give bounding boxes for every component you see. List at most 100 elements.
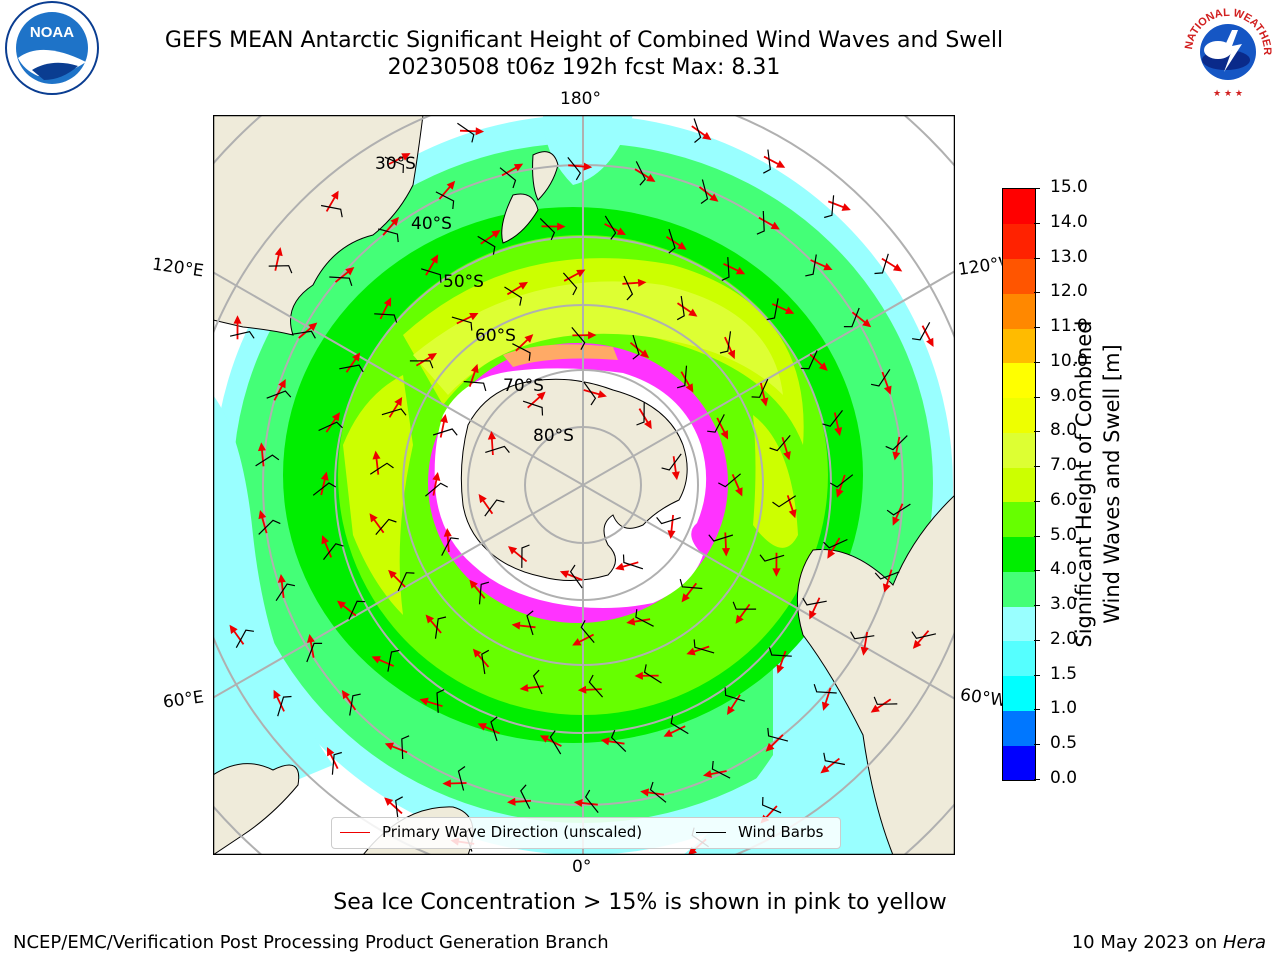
polar-map[interactable]: 30°S 40°S 50°S 60°S 70°S 80°S Primary Wa…	[212, 114, 956, 856]
colorbar-segment	[1003, 293, 1035, 329]
colorbar-segment	[1003, 467, 1035, 503]
wave-arrow-head	[882, 583, 891, 593]
sea-ice-note: Sea Ice Concentration > 15% is shown in …	[333, 890, 947, 915]
wave-arrow-head	[472, 648, 482, 658]
colorbar-tick-label: 8.0	[1050, 420, 1078, 441]
map-legend: Primary Wave Direction (unscaled) Wind B…	[331, 817, 841, 849]
wave-arrow-head	[834, 427, 843, 437]
wind-barb	[805, 254, 817, 277]
colorbar-segment	[1003, 328, 1035, 364]
lat-label-30s: 30°S	[375, 154, 416, 174]
lat-label-40s: 40°S	[411, 214, 452, 234]
wind-barb	[512, 343, 531, 361]
wind-barb	[520, 784, 531, 809]
colorbar-tick-mark	[1034, 570, 1040, 572]
wave-arrow-head	[308, 322, 318, 332]
wave-arrow-head	[341, 689, 350, 700]
wave-arrow-head	[583, 162, 593, 171]
wind-barb	[769, 435, 791, 452]
colorbar-segment	[1003, 710, 1035, 746]
colorbar-tick-mark	[1034, 466, 1040, 468]
wind-barb	[374, 313, 398, 323]
wind-barb	[912, 322, 931, 341]
colorbar-tick-mark	[1034, 257, 1040, 259]
colorbar-tick-label: 12.0	[1050, 281, 1088, 302]
wind-barb	[329, 276, 353, 286]
wind-barb	[761, 796, 782, 814]
wave-arrow-head	[401, 153, 411, 161]
wind-barb	[700, 179, 709, 204]
wave-arrow-head	[667, 530, 676, 539]
wave-arrow-head	[390, 216, 399, 226]
wave-arrow-head	[440, 413, 448, 423]
wave-arrow-head	[257, 442, 266, 452]
wave-arrow-head	[345, 266, 355, 276]
wind-barb	[436, 689, 445, 713]
wind-barb	[477, 235, 496, 255]
wind-barb	[870, 368, 891, 387]
wind-barb	[656, 517, 681, 525]
colorbar-tick-label: 14.0	[1050, 211, 1088, 232]
wind-barb	[622, 554, 644, 570]
wind-barb	[457, 122, 475, 143]
colorbar-tick-mark	[1034, 292, 1040, 294]
wind-barb	[635, 161, 646, 186]
wind-barb	[484, 499, 505, 517]
wave-arrow-head	[841, 203, 851, 211]
wave-arrow-head	[326, 747, 335, 757]
wind-barb	[873, 696, 898, 705]
wave-arrow-head	[508, 546, 518, 555]
wind-barb	[813, 684, 837, 694]
colorbar-tick-mark	[1034, 396, 1040, 398]
colorbar-tick-mark	[1034, 744, 1040, 746]
colorbar-tick-label: 2.0	[1050, 628, 1078, 649]
wind-barb	[387, 649, 400, 672]
wind-barb	[401, 735, 410, 760]
colorbar-tick-label: 1.0	[1050, 698, 1078, 719]
colorbar-tick-mark	[1034, 639, 1040, 641]
wind-barb	[522, 400, 544, 416]
wind-barb	[539, 217, 556, 241]
wave-arrow-head	[735, 487, 743, 497]
wind-barb	[451, 316, 473, 331]
wind-barb	[323, 543, 344, 560]
wave-arrow-head	[331, 190, 339, 200]
legend-wave-line	[340, 832, 370, 833]
wind-barb	[569, 564, 583, 589]
wave-arrow-head	[573, 798, 583, 808]
colorbar-tick-label: 6.0	[1050, 489, 1078, 510]
colorbar-tick-mark	[1034, 327, 1040, 329]
wind-barb	[823, 752, 846, 766]
wave-arrow-head	[577, 685, 587, 694]
colorbar-tick-label: 7.0	[1050, 455, 1078, 476]
wave-arrow-head	[336, 600, 346, 609]
wind-barb	[349, 693, 361, 716]
wind-barb	[588, 674, 604, 698]
colorbar-tick-mark	[1034, 779, 1040, 780]
wave-arrow-head	[477, 723, 487, 731]
wind-barb	[571, 327, 586, 350]
wind-barb	[504, 286, 523, 306]
colorbar-segment	[1003, 432, 1035, 468]
wind-barb	[348, 600, 366, 620]
wave-arrow-head	[870, 704, 880, 713]
wave-arrow-head	[688, 846, 697, 854]
footer-date: 10 May 2023 on Hera	[1072, 932, 1266, 953]
wave-arrow-head	[772, 568, 781, 577]
australia-land	[213, 115, 424, 336]
wind-barb	[478, 581, 490, 605]
wind-barb	[829, 474, 854, 488]
wave-arrow-head	[702, 770, 712, 778]
wave-arrow-head	[686, 647, 696, 656]
colorbar-tick-mark	[1034, 222, 1040, 224]
wind-barb	[580, 620, 595, 643]
wind-barb	[732, 601, 757, 610]
south-america-land	[796, 495, 954, 854]
wind-barb	[759, 554, 785, 562]
wind-barb	[711, 760, 731, 779]
wave-arrow-head	[926, 337, 934, 348]
wave-direction-arrows	[229, 125, 934, 854]
legend-barb-label: Wind Barbs	[738, 823, 824, 841]
wind-barb	[693, 118, 702, 143]
wave-arrow-head	[912, 639, 922, 649]
